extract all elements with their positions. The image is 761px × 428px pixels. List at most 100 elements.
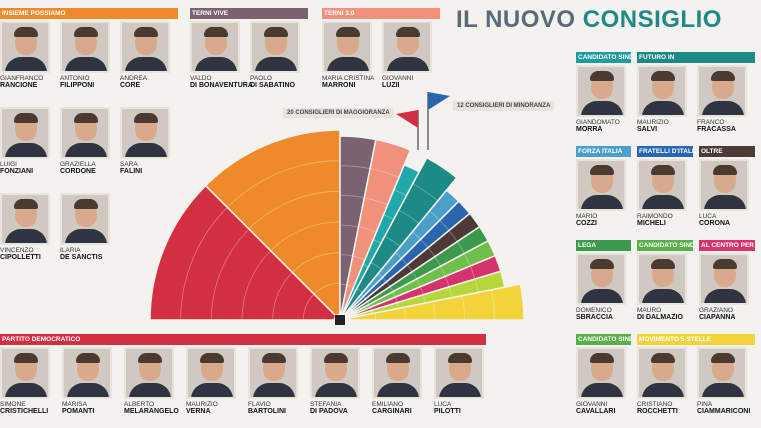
first-name: STEFANIA bbox=[310, 401, 342, 408]
seat-wedge bbox=[204, 129, 341, 317]
last-name: COZZI bbox=[576, 220, 597, 227]
councillor-card: FLAVIO BARTOLINI bbox=[248, 347, 302, 416]
councillor-card: LUIGI FONZIANI bbox=[0, 107, 54, 176]
last-name: CIPOLLETTI bbox=[0, 254, 41, 261]
last-name: DI SABATINO bbox=[250, 82, 295, 89]
first-name: FRANCO bbox=[697, 119, 725, 126]
councillor-card: RAIMONDO MICHELI bbox=[637, 159, 691, 228]
last-name: DI DALMAZIO bbox=[637, 314, 683, 321]
councillor-card: SIMONE CRISTICHELLI bbox=[0, 347, 54, 416]
councillor-card: MAURO DI DALMAZIO bbox=[637, 253, 691, 322]
last-name: CARGINARI bbox=[372, 408, 412, 415]
portrait-photo bbox=[190, 21, 240, 73]
seat-row-line bbox=[249, 190, 340, 229]
seat-row-line bbox=[292, 252, 340, 273]
portrait-photo bbox=[186, 347, 236, 399]
last-name: LUZII bbox=[382, 82, 400, 89]
last-name: FALINI bbox=[120, 168, 143, 175]
seat-row-line bbox=[461, 296, 466, 320]
last-name: CORDONE bbox=[60, 168, 96, 175]
councillor-card: MAURIZIO SALVI bbox=[637, 65, 691, 134]
group-header: INSIEME POSSIAMO bbox=[0, 8, 178, 19]
portrait-photo bbox=[124, 347, 174, 399]
first-name: MARISA bbox=[62, 401, 87, 408]
councillor-card: ANTONIO FILIPPONI bbox=[60, 21, 114, 90]
last-name: SBRACCIA bbox=[576, 314, 613, 321]
councillor-card: GIOVANNI LUZII bbox=[382, 21, 436, 90]
first-name: LUIGI bbox=[0, 161, 17, 168]
last-name: CORE bbox=[120, 82, 141, 89]
councillor-card: SARA FALINI bbox=[120, 107, 174, 176]
group-header: Candidato sindaco bbox=[576, 334, 631, 345]
portrait-photo bbox=[576, 253, 626, 305]
councillor-card: GRAZIELLA CORDONE bbox=[60, 107, 114, 176]
last-name: CRISTICHELLI bbox=[0, 408, 49, 415]
first-name: MAURIZIO bbox=[637, 119, 669, 126]
first-name: CRISTIANO bbox=[637, 401, 673, 408]
portrait-photo bbox=[697, 347, 747, 399]
councillor-card: GIANDOMATO MORRA bbox=[576, 65, 630, 134]
portrait-photo bbox=[576, 159, 626, 211]
group-header: LEGA bbox=[576, 240, 631, 251]
portrait-photo bbox=[0, 21, 50, 73]
last-name: VERNA bbox=[186, 408, 211, 415]
seat-row-line bbox=[491, 290, 495, 320]
councillor-card: ILARIA DE SANCTIS bbox=[60, 193, 114, 262]
last-name: MELARANGELO bbox=[124, 408, 179, 415]
councillor-card: DOMENICO SBRACCIA bbox=[576, 253, 630, 322]
portrait-photo bbox=[637, 347, 687, 399]
minority-flag bbox=[428, 92, 450, 110]
councillor-card: GIOVANNI CAVALLARI bbox=[576, 347, 630, 416]
last-name: CORONA bbox=[699, 220, 731, 227]
last-name: CAVALLARI bbox=[576, 408, 616, 415]
title-part2: CONSIGLIO bbox=[582, 6, 722, 33]
councillor-card: PAOLO DI SABATINO bbox=[250, 21, 304, 90]
group-header: Candidato sindaco bbox=[637, 240, 693, 251]
last-name: MORRA bbox=[576, 126, 603, 133]
councillor-card: LUCA PILOTTI bbox=[434, 347, 488, 416]
first-name: PAOLO bbox=[250, 75, 272, 82]
first-name: SIMONE bbox=[0, 401, 26, 408]
last-name: FILIPPONI bbox=[60, 82, 95, 89]
first-name: GIANFRANCO bbox=[0, 75, 44, 82]
group-header: TERNI 3.0 bbox=[322, 8, 440, 19]
minority-label: 12 CONSIGLIERI DI MINORANZA bbox=[453, 101, 555, 111]
first-name: LUCA bbox=[434, 401, 452, 408]
portrait-photo bbox=[576, 347, 626, 399]
first-name: VALDO bbox=[190, 75, 212, 82]
seat-row-line bbox=[272, 272, 293, 320]
last-name: CIAPANNA bbox=[699, 314, 736, 321]
first-name: GRAZIELLA bbox=[60, 161, 96, 168]
center-marker bbox=[335, 315, 345, 325]
portrait-photo bbox=[699, 159, 749, 211]
seat-row-line bbox=[313, 282, 340, 295]
seat-row-line bbox=[432, 301, 436, 320]
councillor-card: STEFANIA DI PADOVA bbox=[310, 347, 364, 416]
portrait-photo bbox=[0, 193, 50, 245]
group-header: TERNI VIVE bbox=[190, 8, 308, 19]
first-name: GIOVANNI bbox=[576, 401, 608, 408]
first-name: ANTONIO bbox=[60, 75, 90, 82]
last-name: FRACASSA bbox=[697, 126, 736, 133]
seat-row-line bbox=[270, 221, 340, 251]
portrait-photo bbox=[120, 21, 170, 73]
seat-row-line bbox=[180, 207, 228, 320]
portrait-photo bbox=[120, 107, 170, 159]
councillor-card: LUCA CORONA bbox=[699, 159, 753, 228]
portrait-photo bbox=[310, 347, 360, 399]
councillor-card: FRANCO FRACASSA bbox=[697, 65, 751, 134]
first-name: ILARIA bbox=[60, 247, 81, 254]
last-name: PILOTTI bbox=[434, 408, 461, 415]
councillor-card: MARIO COZZI bbox=[576, 159, 630, 228]
first-name: GIOVANNI bbox=[382, 75, 414, 82]
first-name: ALBERTO bbox=[124, 401, 155, 408]
councillor-card: VALDO DI BONAVENTURA bbox=[190, 21, 253, 90]
group-header: PARTITO DEMOCRATICO bbox=[0, 334, 486, 345]
group-header: AL CENTRO PER T. bbox=[699, 240, 755, 251]
last-name: RANCIONE bbox=[0, 82, 38, 89]
councillor-card: EMILIANO CARGINARI bbox=[372, 347, 426, 416]
group-header: FUTURO IN bbox=[637, 52, 755, 63]
seat-row-line bbox=[374, 313, 377, 320]
councillor-card: VINCENZO CIPOLLETTI bbox=[0, 193, 54, 262]
